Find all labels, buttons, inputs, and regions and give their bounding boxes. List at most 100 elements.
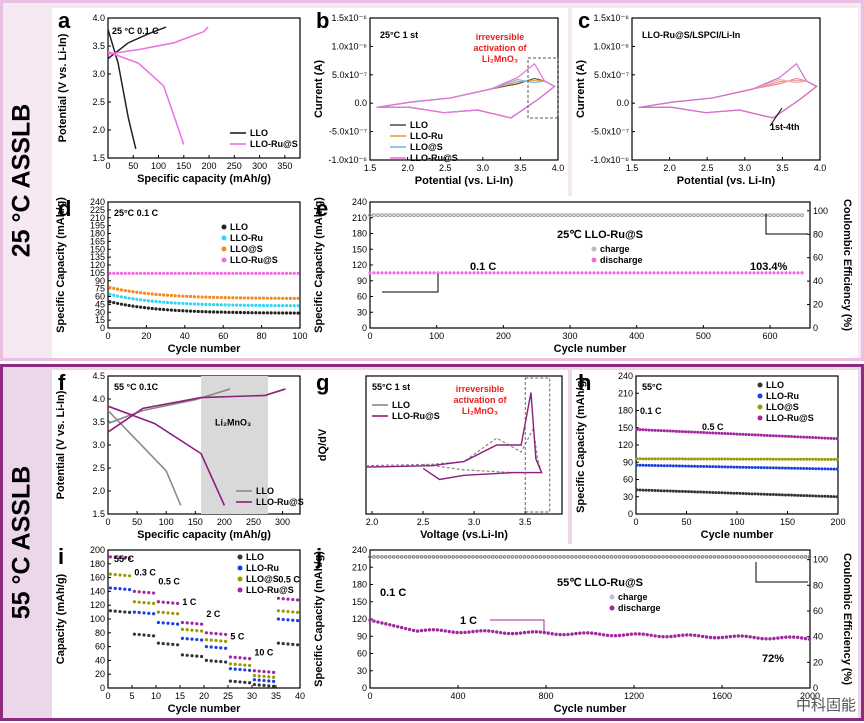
charge-point: [700, 213, 704, 218]
data-point: [252, 669, 256, 673]
discharge-point: [576, 271, 580, 275]
data-point: [814, 467, 818, 471]
data-point: [169, 271, 173, 275]
data-point: [683, 457, 687, 461]
discharge-point: [768, 637, 772, 641]
data-point: [181, 309, 185, 313]
y-axis-label: dQ/dV: [317, 428, 329, 461]
data-point: [173, 308, 177, 312]
data-point: [702, 457, 706, 461]
charge-point: [427, 555, 432, 559]
data-point: [238, 296, 243, 300]
data-point: [204, 271, 208, 275]
data-point: [708, 490, 712, 494]
charge-point: [688, 555, 693, 559]
charge-point: [475, 555, 479, 559]
discharge-point: [496, 271, 500, 275]
data-point: [127, 296, 131, 300]
discharge-point: [668, 271, 672, 275]
data-point: [674, 464, 678, 468]
x-tick-label: 0: [105, 517, 110, 527]
data-point: [723, 457, 727, 461]
data-point: [152, 601, 156, 606]
data-point: [267, 679, 271, 683]
data-point: [223, 310, 227, 314]
data-point: [747, 492, 751, 496]
charge-point: [736, 213, 740, 218]
data-point: [147, 611, 151, 615]
discharge-point: [628, 271, 632, 275]
data-point: [717, 431, 721, 435]
charge-point: [518, 555, 523, 559]
y-tick-label: 4.5: [92, 371, 105, 381]
charge-point: [403, 555, 408, 559]
y-tick-label: 5.0x10⁻⁷: [594, 70, 629, 80]
y-tick-label: 0: [362, 323, 367, 333]
discharge-point: [484, 271, 488, 275]
charge-point: [372, 213, 376, 218]
y2-tick-label: 100: [813, 206, 828, 216]
y-axis-label: Current (A): [575, 60, 587, 118]
data-point: [276, 609, 280, 613]
legend-label: LLO: [410, 120, 428, 130]
data-point: [793, 493, 797, 497]
y-tick-label: 90: [357, 276, 367, 286]
discharge-point: [472, 271, 476, 275]
y-axis-label: Specific Capacity (mAh/g): [575, 377, 587, 513]
discharge-point: [424, 271, 428, 275]
charge-point: [476, 213, 480, 218]
data-point: [209, 631, 213, 635]
data-point: [142, 590, 146, 594]
data-point: [292, 296, 296, 300]
y-tick-label: 0.0: [354, 98, 367, 108]
data-point: [738, 432, 742, 436]
x-tick-label: 3.5: [514, 163, 527, 173]
discharge-point: [504, 271, 508, 275]
discharge-point: [784, 635, 788, 639]
data-point: [296, 311, 300, 315]
x-tick-label: 2.0: [663, 163, 676, 173]
data-point: [204, 295, 208, 299]
discharge-point: [807, 637, 812, 641]
data-point: [123, 295, 127, 300]
discharge-point: [582, 631, 586, 635]
data-point: [195, 628, 199, 633]
data-point: [641, 428, 645, 432]
data-point: [192, 271, 196, 275]
data-point: [132, 600, 136, 604]
data-point: [204, 638, 208, 642]
x-tick-label: 0: [633, 517, 638, 527]
rate-label: 0.3 C: [134, 568, 156, 578]
data-point: [156, 641, 160, 645]
discharge-point: [716, 271, 720, 275]
x-tick-label: 250: [246, 517, 261, 527]
charge-point: [392, 213, 396, 218]
discharge-point: [708, 635, 713, 640]
data-point: [108, 271, 112, 275]
x-tick-label: 35: [271, 691, 281, 701]
data-point: [196, 302, 200, 306]
charge-point: [641, 555, 646, 559]
discharge-point: [428, 271, 432, 275]
data-point: [181, 301, 185, 306]
x-axis-label: Cycle number: [554, 703, 627, 715]
y-tick-label: 210: [352, 213, 367, 223]
data-point: [118, 609, 122, 614]
discharge-point: [621, 633, 626, 637]
discharge-point: [451, 630, 455, 634]
charge-point: [684, 213, 688, 218]
annotation: Li₂MnO₃: [462, 406, 498, 416]
data-point: [119, 295, 124, 299]
data-point: [759, 433, 763, 437]
data-point: [267, 684, 271, 688]
charge-point: [546, 555, 550, 559]
plot-frame: [107, 17, 301, 159]
data-point: [291, 597, 295, 602]
data-point: [723, 465, 727, 469]
charge-point: [562, 555, 566, 559]
data-point: [152, 591, 156, 595]
charge-point: [522, 555, 527, 559]
data-point: [127, 303, 131, 308]
data-point: [137, 600, 141, 604]
charge-point: [788, 213, 792, 218]
